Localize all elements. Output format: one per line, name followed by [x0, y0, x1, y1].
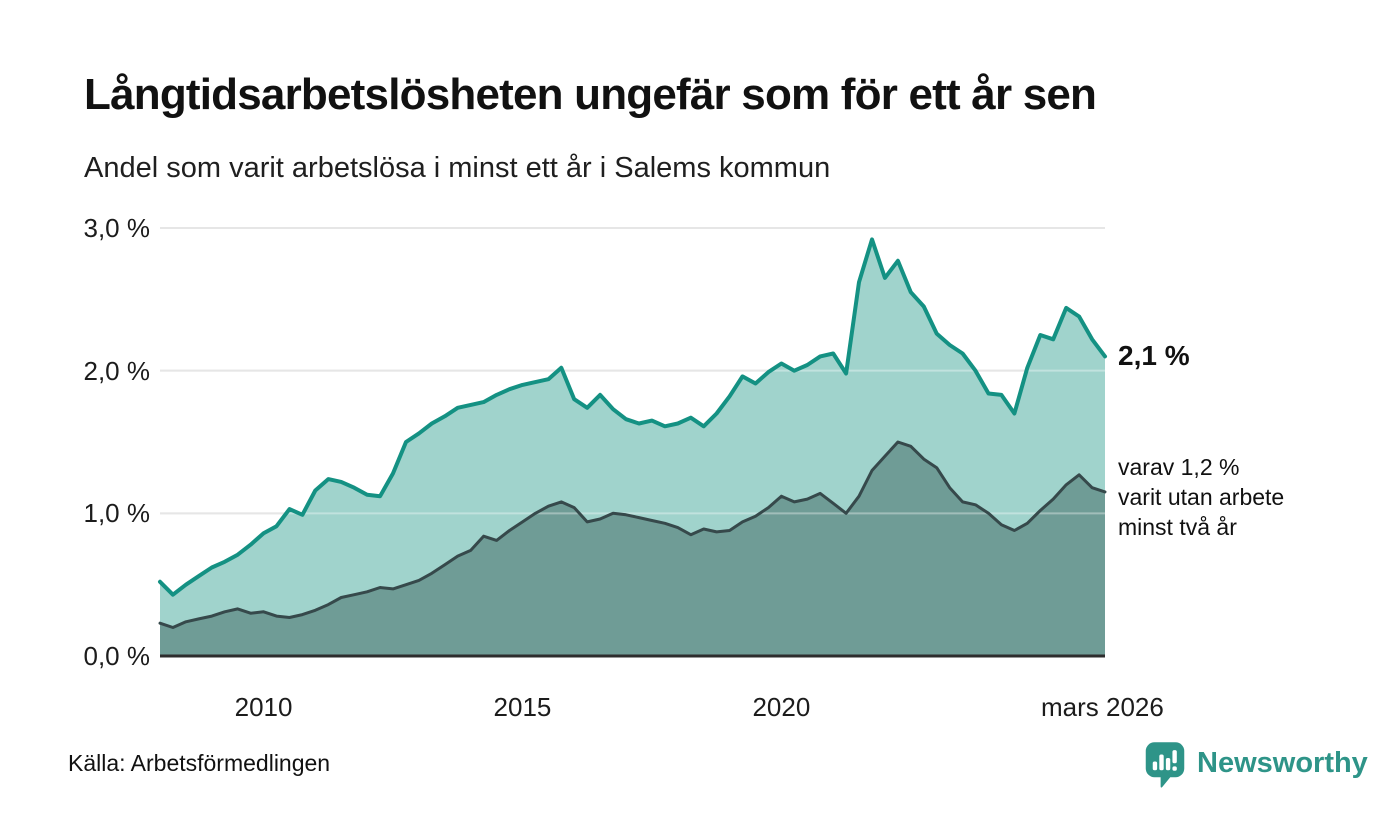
brand-lockup: Newsworthy: [1144, 740, 1368, 790]
series-line: [158, 440, 1107, 629]
series-line: [158, 237, 1107, 597]
newsworthy-logo-icon: [1145, 742, 1185, 788]
x-tick-label: 2020: [752, 692, 811, 722]
end-value-label: 2,1 %: [1118, 340, 1190, 371]
x-tick-label: mars 2026: [1040, 692, 1164, 722]
chart-subtitle: Andel som varit arbetslösa i minst ett å…: [84, 152, 831, 184]
series-area: [160, 442, 1105, 656]
x-tick-label: 2010: [234, 692, 293, 722]
y-tick-label: 1,0 %: [83, 498, 151, 529]
secondary-series-label: varav 1,2 % varit utan arbete minst två …: [1118, 454, 1285, 540]
y-tick-label: 3,0 %: [83, 213, 151, 243]
x-tick-label: 2015: [493, 692, 552, 722]
source-caption: Källa: Arbetsförmedlingen: [68, 750, 331, 776]
page-title: Långtidsarbetslösheten ungefär som för e…: [84, 70, 1097, 119]
y-tick-label: 2,0 %: [83, 355, 151, 386]
brand-name: Newsworthy: [1197, 747, 1368, 779]
y-tick-label: 0,0 %: [83, 641, 151, 671]
